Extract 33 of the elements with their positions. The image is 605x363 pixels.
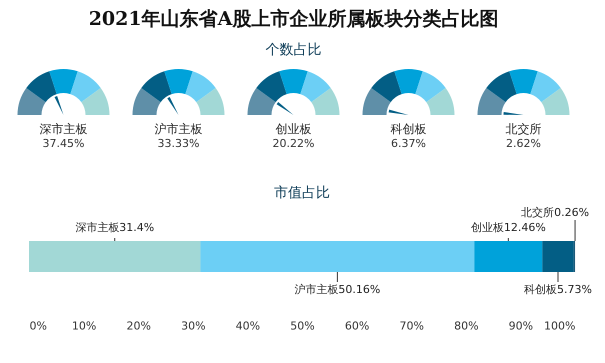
chart-title: 市值占比: [274, 185, 330, 201]
text: 个数占比: [266, 42, 322, 58]
bar: [474, 241, 542, 272]
x-tick-label: 20%: [126, 320, 151, 332]
x-tick-label: 80%: [454, 320, 479, 332]
x-tick-label: 30%: [181, 320, 206, 332]
bar: [200, 241, 474, 272]
x-tick-label: 0%: [30, 320, 47, 332]
category-label: 沪市主板: [154, 122, 202, 136]
data-label: 6.37%: [391, 137, 426, 150]
text: 2021年山东省A股上市企业所属板块分类占比图: [88, 8, 498, 30]
category-label: 深市主板: [40, 122, 88, 136]
data-label: 37.45%: [42, 137, 84, 150]
text: 创业板12.46%: [470, 221, 546, 234]
x-tick-label: 10%: [72, 320, 96, 332]
x-tick-label: 50%: [290, 320, 315, 332]
category-label: 北交所: [506, 122, 542, 136]
x-tick-label: 100%: [544, 320, 576, 332]
x-tick-label: 70%: [399, 320, 424, 332]
bar: [29, 241, 200, 272]
data-label: 33.33%: [158, 137, 200, 150]
text: 科创板5.73%: [524, 283, 592, 296]
text: 沪市主板50.16%: [294, 283, 380, 296]
text: 北交所0.26%: [521, 206, 590, 219]
x-tick-label: 60%: [344, 320, 370, 332]
x-tick-label: 90%: [508, 320, 534, 332]
category-label: 科创板: [390, 122, 426, 136]
bar: [542, 241, 574, 272]
data-label: 20.22%: [272, 137, 314, 150]
category-label: 创业板: [276, 122, 312, 136]
text: 深市主板31.4%: [75, 221, 154, 234]
data-label: 2.62%: [506, 137, 541, 150]
x-tick-label: 40%: [236, 320, 260, 332]
